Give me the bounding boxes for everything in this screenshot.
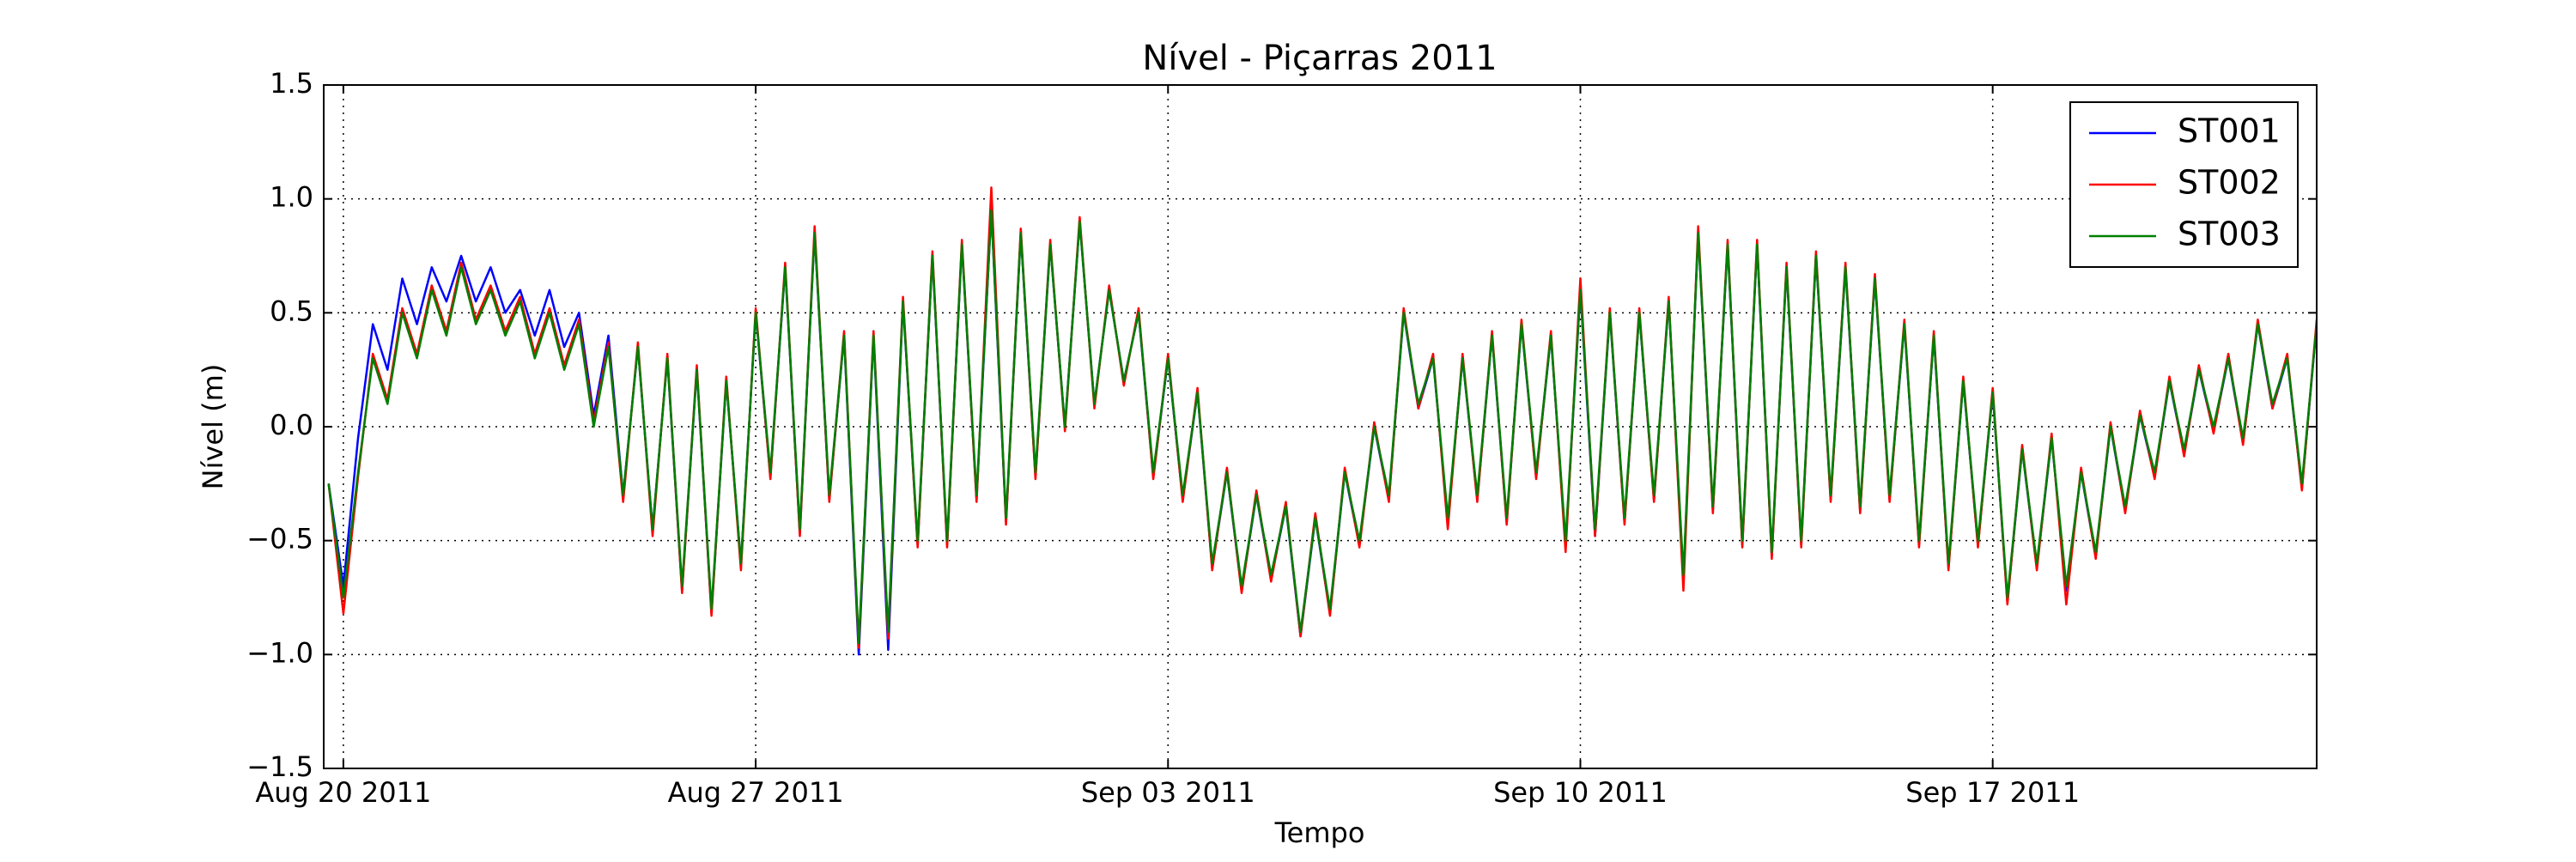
legend-label: ST002 [2178,164,2281,202]
line-series [327,209,2317,656]
x-tick-label: Sep 17 2011 [1905,776,2080,809]
line-series [327,209,2317,645]
y-tick-label: −1.5 [246,750,313,783]
x-tick-label: Sep 03 2011 [1081,776,1255,809]
x-axis-label: Tempo [1274,816,1365,849]
legend-label: ST003 [2178,216,2281,253]
x-tick-label: Aug 27 2011 [668,776,844,809]
y-tick-label: −0.5 [246,523,313,555]
x-tick-label: Aug 20 2011 [255,776,431,809]
y-tick-label: −1.0 [246,636,313,669]
legend-label: ST001 [2178,112,2281,150]
y-axis-label: Nível (m) [197,364,229,490]
chart-title: Nível - Piçarras 2011 [1142,39,1497,78]
line-series [327,186,2317,649]
y-tick-label: 1.0 [270,181,313,214]
x-tick-label: Sep 10 2011 [1493,776,1668,809]
y-tick-label: 0.5 [270,294,313,327]
y-tick-label: 0.0 [270,409,313,441]
y-tick-label: 1.5 [270,67,313,100]
plot-frame [323,84,2318,769]
